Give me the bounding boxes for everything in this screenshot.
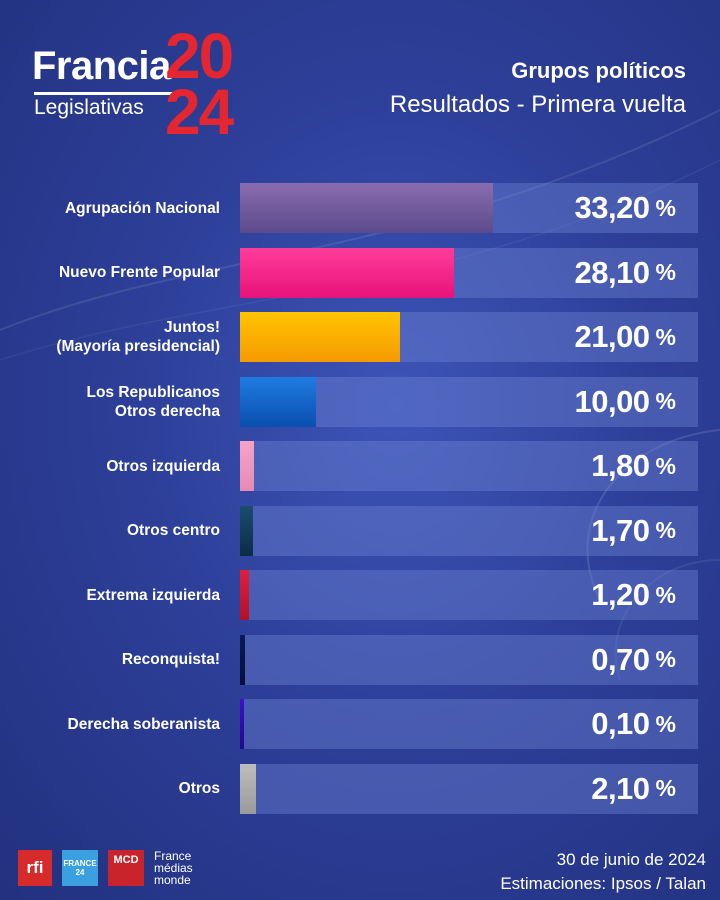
category-label: Los Republicanos Otros derecha	[86, 383, 221, 420]
percent-sign: %	[655, 388, 676, 414]
fmm-line-2: médias	[154, 861, 193, 875]
footer-date: 30 de junio de 2024	[556, 850, 706, 869]
value-number: 28,10	[574, 254, 650, 290]
bar-row: Otros centro 1,70%	[0, 505, 720, 556]
value-label: 0,10%	[591, 699, 676, 749]
bar	[240, 763, 257, 814]
logo-underline	[34, 92, 179, 95]
percent-sign: %	[655, 452, 676, 479]
fmm-line-3: monde	[154, 873, 191, 887]
value-number: 1,20	[591, 577, 650, 612]
bar-track: 1,20%	[240, 570, 698, 620]
percent-sign: %	[655, 259, 676, 285]
percent-sign: %	[655, 517, 676, 543]
bar-track: 28,10%	[240, 247, 698, 298]
bar-track: 0,70%	[240, 634, 698, 685]
percent-sign: %	[655, 194, 676, 221]
value-number: 0,10	[591, 706, 650, 741]
bar-row: Extrema izquierda 1,20%	[0, 570, 720, 620]
value-number: 2,10	[591, 770, 650, 806]
bar	[240, 570, 250, 620]
bar-row: Reconquista! 0,70%	[0, 634, 720, 685]
value-number: 21,00	[574, 319, 650, 354]
category-label: Extrema izquierda	[86, 586, 220, 604]
france24-logo-bottom: 24	[75, 868, 85, 877]
bar-track: 0,10%	[240, 699, 698, 749]
value-label: 21,00%	[574, 312, 676, 362]
percent-sign: %	[655, 646, 676, 672]
france-medias-monde-logo: France médias monde	[154, 850, 193, 886]
value-number: 1,80	[591, 448, 650, 483]
bar	[240, 183, 494, 233]
france24-logo-top: FRANCE	[63, 859, 97, 868]
bar	[240, 505, 253, 556]
category-label: Otros	[178, 780, 220, 797]
value-number: 0,70	[591, 641, 650, 677]
logo-word: Francia	[32, 44, 171, 88]
value-number: 33,20	[574, 190, 650, 225]
chart-subtitle: Resultados - Primera vuelta	[389, 91, 686, 118]
category-label: Reconquista!	[121, 651, 220, 668]
value-label: 2,10%	[591, 764, 676, 814]
bar	[240, 312, 401, 362]
bar-row: Agrupación Nacional 33,20%	[0, 183, 720, 233]
percent-sign: %	[655, 775, 676, 801]
category-label: Juntos! (Mayoría presidencial)	[56, 319, 220, 355]
category-label: Otros izquierda	[106, 457, 220, 475]
category-label: Otros centro	[126, 522, 220, 539]
value-label: 1,20%	[591, 570, 676, 620]
rfi-logo: rfi	[18, 850, 52, 886]
category-label: Derecha soberanista	[67, 715, 221, 733]
bar	[240, 699, 244, 749]
logo-year-top: 20	[165, 20, 234, 92]
value-label: 1,70%	[591, 506, 676, 556]
bar-track: 1,70%	[240, 505, 698, 556]
bar-track: 1,80%	[240, 441, 698, 491]
mcd-logo: MCD	[108, 850, 144, 886]
bar-row: Derecha soberanista 0,10%	[0, 699, 720, 749]
value-number: 1,70	[591, 512, 650, 548]
category-label: Agrupación Nacional	[64, 199, 220, 217]
bar-row: Otros 2,10%	[0, 763, 720, 814]
value-label: 0,70%	[591, 635, 676, 685]
footer-source: Estimaciones: Ipsos / Talan	[500, 874, 706, 893]
bar	[240, 634, 246, 685]
category-label: Nuevo Frente Popular	[58, 264, 220, 281]
value-number: 10,00	[574, 383, 650, 419]
bar-row: Nuevo Frente Popular 28,10%	[0, 247, 720, 298]
percent-sign: %	[655, 710, 676, 737]
percent-sign: %	[655, 581, 676, 608]
chart-title: Grupos políticos	[511, 58, 686, 83]
bar-track: 10,00%	[240, 376, 698, 427]
fmm-line-1: France	[154, 849, 192, 863]
francia-2024-logo: Francia Legislativas 20 24	[30, 20, 270, 155]
partner-logos: rfi FRANCE 24 MCD France médias monde	[18, 850, 193, 886]
bar-track: 21,00%	[240, 312, 698, 362]
bar-track: 2,10%	[240, 763, 698, 814]
bar-track: 33,20%	[240, 183, 698, 233]
value-label: 10,00%	[574, 377, 676, 427]
france24-logo: FRANCE 24	[62, 850, 98, 886]
logo-year-bottom: 24	[165, 76, 234, 148]
bar-row: Juntos! (Mayoría presidencial) 21,00%	[0, 312, 720, 362]
logo-year: 20 24	[165, 20, 234, 148]
bar-row: Los Republicanos Otros derecha 10,00%	[0, 376, 720, 427]
value-label: 33,20%	[574, 183, 676, 233]
percent-sign: %	[655, 323, 676, 350]
bar	[240, 247, 455, 298]
bar-row: Otros izquierda 1,80%	[0, 441, 720, 491]
value-label: 28,10%	[574, 248, 676, 298]
bar	[240, 441, 254, 491]
bar	[240, 376, 317, 427]
value-label: 1,80%	[591, 441, 676, 491]
logo-subtitle: Legislativas	[34, 96, 144, 119]
